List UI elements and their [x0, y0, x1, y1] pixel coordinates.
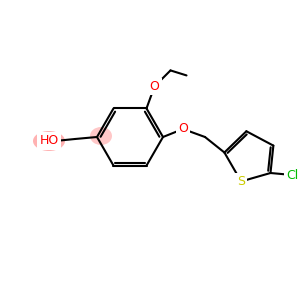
- Text: Cl: Cl: [286, 169, 298, 182]
- Ellipse shape: [90, 127, 112, 145]
- Text: HO: HO: [39, 134, 58, 148]
- Text: O: O: [150, 80, 159, 93]
- Text: O: O: [178, 122, 188, 136]
- Ellipse shape: [33, 131, 65, 151]
- Text: S: S: [237, 175, 245, 188]
